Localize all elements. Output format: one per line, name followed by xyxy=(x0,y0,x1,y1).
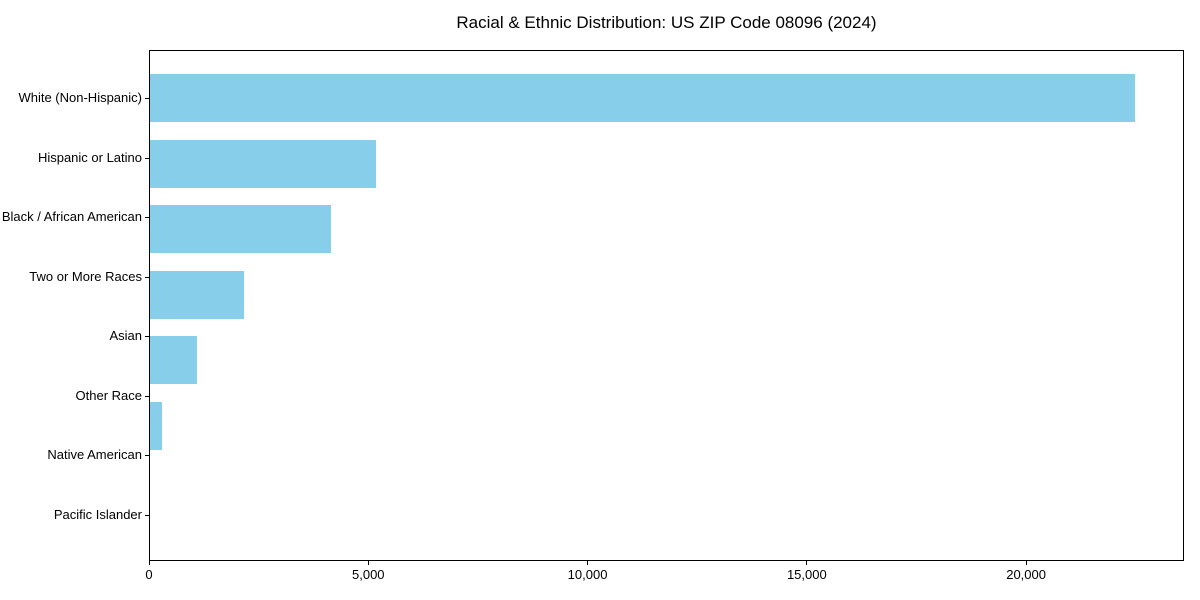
plot-area xyxy=(149,50,1184,561)
bar-row xyxy=(150,533,1183,593)
x-tick-mark xyxy=(806,561,808,565)
bar xyxy=(150,205,331,253)
y-tick-mark xyxy=(145,514,149,516)
y-tick-label: Two or More Races xyxy=(29,268,142,284)
x-tick-mark xyxy=(367,561,369,565)
bar-row xyxy=(150,467,1183,527)
bar-row xyxy=(150,401,1183,462)
y-tick-label: Other Race xyxy=(75,387,142,403)
y-tick-mark xyxy=(145,98,149,99)
bar-row xyxy=(150,74,1183,134)
y-tick-mark xyxy=(145,455,149,456)
bar xyxy=(150,139,377,188)
y-tick-label: White (Non-Hispanic) xyxy=(18,90,142,105)
x-tick-label: 0 xyxy=(145,567,153,582)
bar-row xyxy=(150,205,1183,265)
y-tick-mark xyxy=(145,395,149,397)
y-tick-label: Pacific Islander xyxy=(53,506,142,522)
y-tick-mark xyxy=(145,276,149,278)
y-tick-mark xyxy=(145,157,149,159)
x-tick-mark xyxy=(1025,561,1027,565)
x-tick-label: 20,000 xyxy=(1006,567,1046,582)
x-tick-mark xyxy=(148,561,150,565)
y-tick-label: Black / African American xyxy=(1,209,142,224)
bar-row xyxy=(150,270,1183,331)
x-tick-label: 10,000 xyxy=(567,567,608,582)
bar xyxy=(150,270,245,319)
bar xyxy=(150,401,162,450)
bar-row xyxy=(150,336,1183,396)
y-tick-label: Hispanic or Latino xyxy=(37,149,142,165)
x-tick-mark xyxy=(587,561,589,565)
bars-container xyxy=(150,68,1183,592)
y-tick-label: Asian xyxy=(109,328,142,343)
y-tick-mark xyxy=(145,336,149,337)
chart-title: Racial & Ethnic Distribution: US ZIP Cod… xyxy=(456,13,877,32)
bar xyxy=(150,74,1135,122)
x-tick-label: 5,000 xyxy=(351,567,385,582)
bar-row xyxy=(150,139,1183,200)
y-tick-mark xyxy=(145,217,149,218)
x-tick-label: 15,000 xyxy=(786,567,827,582)
y-tick-label: Native American xyxy=(47,447,142,462)
bar xyxy=(150,336,197,384)
